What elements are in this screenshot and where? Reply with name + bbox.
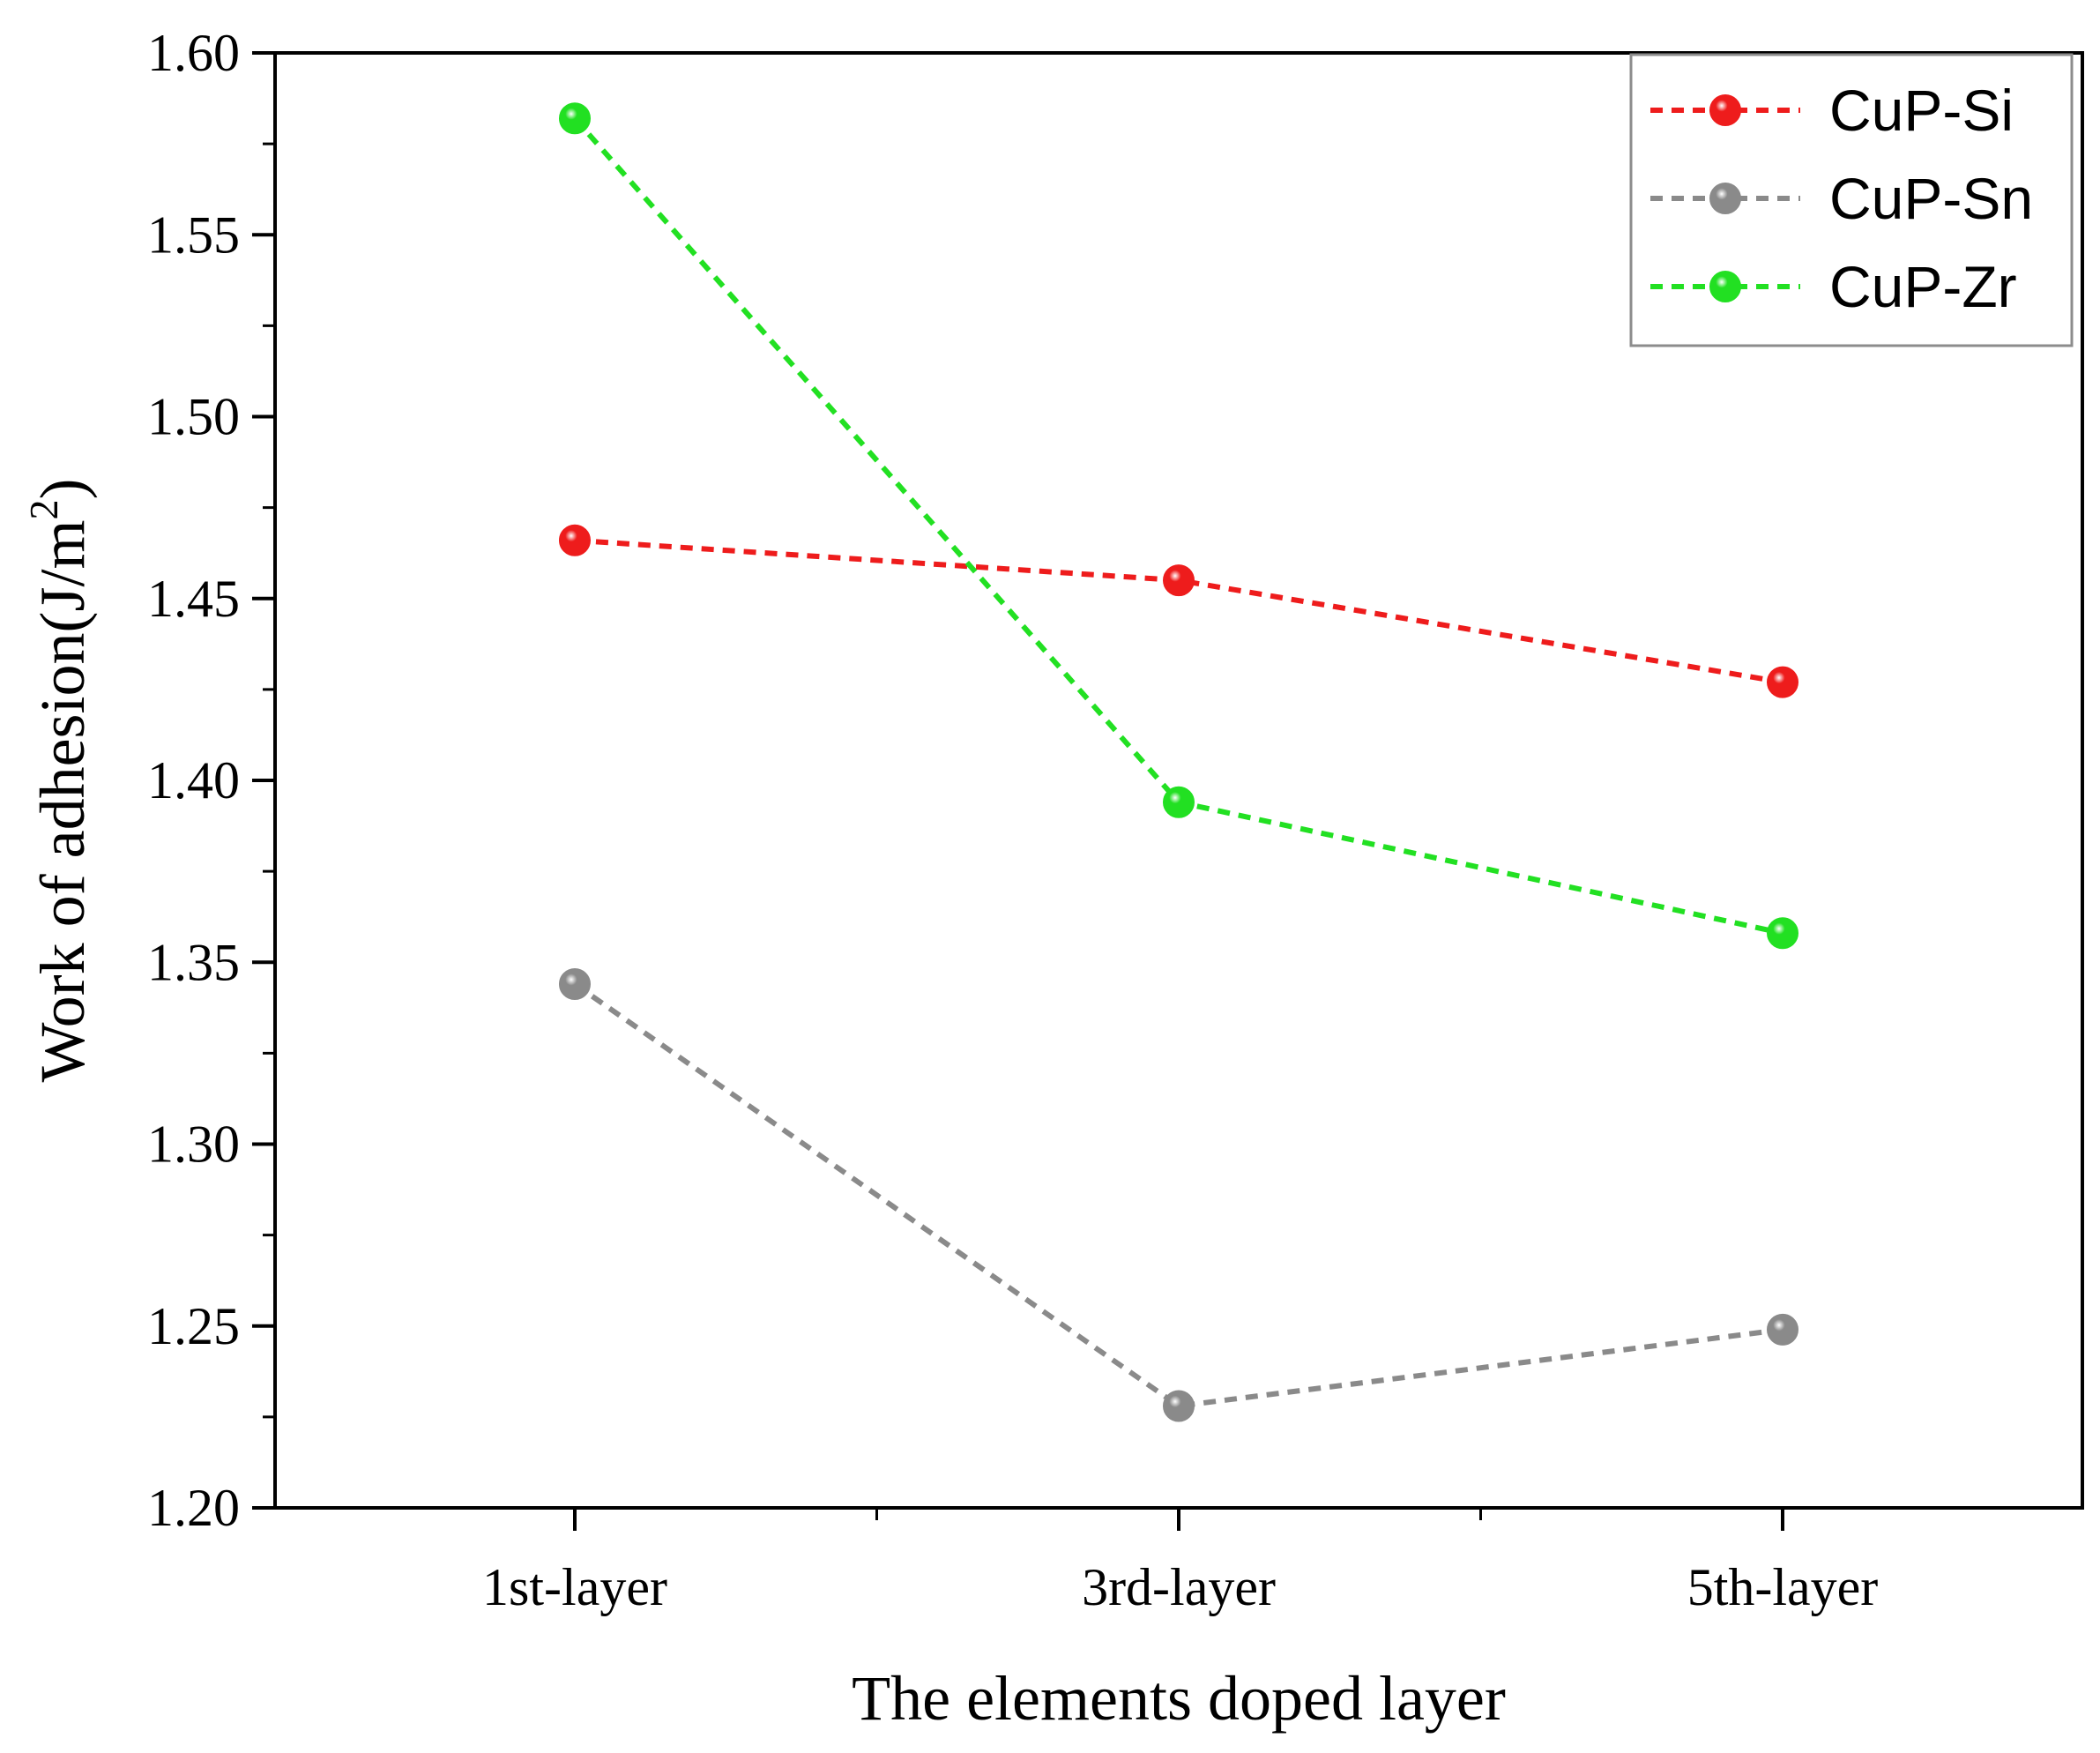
data-point-cup-si-2 — [1163, 564, 1195, 597]
legend-marker-cup-zr — [1709, 271, 1741, 302]
y-tick-label: 1.25 — [147, 1297, 240, 1355]
data-point-cup-sn-1 — [559, 968, 591, 1000]
data-point-cup-si-1 — [559, 524, 591, 556]
y-tick-label: 1.50 — [147, 388, 240, 446]
data-point-cup-sn-2 — [1163, 1390, 1195, 1422]
legend-label-cup-sn: CuP-Sn — [1829, 166, 2033, 231]
y-tick-label: 1.60 — [147, 24, 240, 82]
y-tick-label: 1.30 — [147, 1115, 240, 1174]
x-axis-title: The elements doped layer — [852, 1663, 1506, 1734]
data-point-cup-sn-3 — [1767, 1313, 1798, 1346]
data-point-cup-zr-1 — [559, 102, 591, 135]
series-layer — [559, 102, 1798, 1422]
axis-layer: 1.20 1.25 1.30 1.35 1.40 1.45 1.50 1.55 1.60 1st-… — [147, 24, 1878, 1616]
y-tick-label: 1.35 — [147, 933, 240, 991]
data-point-cup-zr-3 — [1767, 917, 1798, 950]
legend-label-cup-zr: CuP-Zr — [1829, 254, 2017, 319]
x-tick-label: 3rd-layer — [1082, 1558, 1276, 1616]
y-tick-label: 1.40 — [147, 751, 240, 809]
y-axis-title: Work of adhesion(J/m2) — [21, 478, 98, 1082]
y-axis-title-superscript: 2 — [21, 499, 66, 519]
series-line-cup-si — [574, 537, 1784, 685]
legend-label-cup-si: CuP-Si — [1829, 78, 2014, 143]
y-tick-label: 1.20 — [147, 1479, 240, 1537]
y-tick-label: 1.55 — [147, 205, 240, 264]
legend-marker-cup-sn — [1709, 183, 1741, 214]
legend: CuP-Si CuP-Sn CuP-Zr — [1629, 53, 2074, 347]
series-line-cup-sn — [573, 981, 1784, 1409]
legend-marker-cup-si — [1709, 94, 1741, 126]
y-axis-title-main: Work of adhesion(J/m — [27, 519, 98, 1082]
data-point-cup-zr-2 — [1163, 786, 1195, 818]
y-axis-title-close: ) — [27, 478, 98, 499]
x-tick-label: 1st-layer — [482, 1558, 667, 1616]
x-tick-label: 5th-layer — [1687, 1558, 1879, 1616]
y-tick-label: 1.45 — [147, 570, 240, 628]
data-point-cup-si-3 — [1767, 666, 1798, 698]
